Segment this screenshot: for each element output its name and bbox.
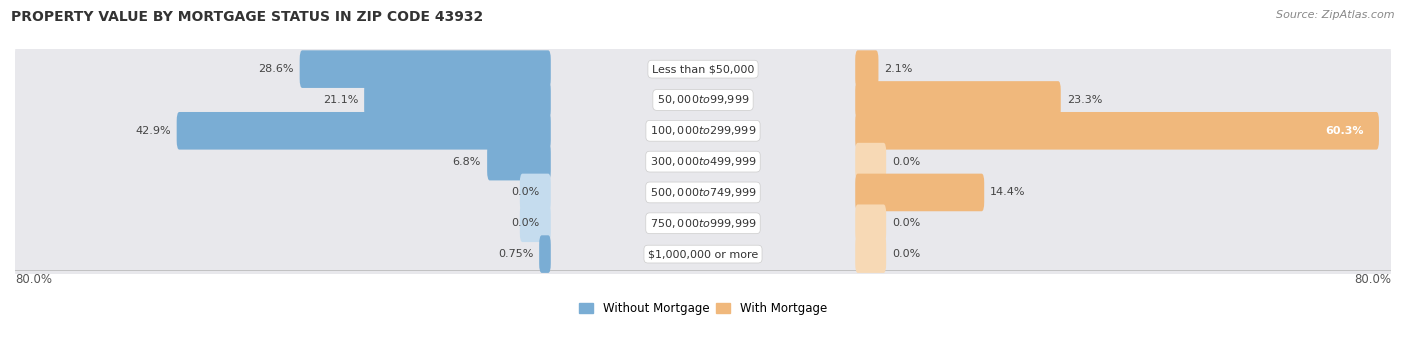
Text: 21.1%: 21.1% bbox=[323, 95, 359, 105]
FancyBboxPatch shape bbox=[855, 235, 886, 273]
Text: 80.0%: 80.0% bbox=[1354, 272, 1391, 286]
FancyBboxPatch shape bbox=[855, 50, 879, 88]
FancyBboxPatch shape bbox=[15, 40, 1391, 99]
FancyBboxPatch shape bbox=[15, 132, 1391, 191]
Text: 14.4%: 14.4% bbox=[990, 188, 1026, 197]
Text: 0.0%: 0.0% bbox=[512, 218, 540, 228]
FancyBboxPatch shape bbox=[855, 112, 1379, 150]
FancyBboxPatch shape bbox=[364, 81, 551, 119]
FancyBboxPatch shape bbox=[15, 101, 1391, 160]
Text: 60.3%: 60.3% bbox=[1324, 126, 1364, 136]
Text: 42.9%: 42.9% bbox=[135, 126, 170, 136]
Text: PROPERTY VALUE BY MORTGAGE STATUS IN ZIP CODE 43932: PROPERTY VALUE BY MORTGAGE STATUS IN ZIP… bbox=[11, 10, 484, 24]
Text: Source: ZipAtlas.com: Source: ZipAtlas.com bbox=[1277, 10, 1395, 20]
FancyBboxPatch shape bbox=[855, 81, 1060, 119]
FancyBboxPatch shape bbox=[15, 70, 1391, 130]
FancyBboxPatch shape bbox=[855, 143, 886, 180]
Legend: Without Mortgage, With Mortgage: Without Mortgage, With Mortgage bbox=[576, 300, 830, 318]
Text: 0.0%: 0.0% bbox=[893, 249, 921, 259]
Text: 23.3%: 23.3% bbox=[1067, 95, 1102, 105]
FancyBboxPatch shape bbox=[299, 50, 551, 88]
Text: $1,000,000 or more: $1,000,000 or more bbox=[648, 249, 758, 259]
Text: 28.6%: 28.6% bbox=[259, 64, 294, 74]
FancyBboxPatch shape bbox=[538, 235, 551, 273]
FancyBboxPatch shape bbox=[520, 205, 551, 242]
Text: $50,000 to $99,999: $50,000 to $99,999 bbox=[657, 93, 749, 106]
Text: 0.0%: 0.0% bbox=[512, 188, 540, 197]
FancyBboxPatch shape bbox=[15, 163, 1391, 222]
Text: 0.0%: 0.0% bbox=[893, 218, 921, 228]
Text: 0.0%: 0.0% bbox=[893, 157, 921, 167]
Text: $300,000 to $499,999: $300,000 to $499,999 bbox=[650, 155, 756, 168]
Text: 6.8%: 6.8% bbox=[453, 157, 481, 167]
Text: $750,000 to $999,999: $750,000 to $999,999 bbox=[650, 217, 756, 230]
FancyBboxPatch shape bbox=[520, 174, 551, 211]
FancyBboxPatch shape bbox=[15, 194, 1391, 253]
Text: $100,000 to $299,999: $100,000 to $299,999 bbox=[650, 124, 756, 137]
Text: 0.75%: 0.75% bbox=[498, 249, 533, 259]
Text: $500,000 to $749,999: $500,000 to $749,999 bbox=[650, 186, 756, 199]
FancyBboxPatch shape bbox=[15, 224, 1391, 284]
FancyBboxPatch shape bbox=[177, 112, 551, 150]
FancyBboxPatch shape bbox=[855, 174, 984, 211]
FancyBboxPatch shape bbox=[486, 143, 551, 180]
Text: 2.1%: 2.1% bbox=[884, 64, 912, 74]
Text: 80.0%: 80.0% bbox=[15, 272, 52, 286]
Text: Less than $50,000: Less than $50,000 bbox=[652, 64, 754, 74]
FancyBboxPatch shape bbox=[855, 205, 886, 242]
